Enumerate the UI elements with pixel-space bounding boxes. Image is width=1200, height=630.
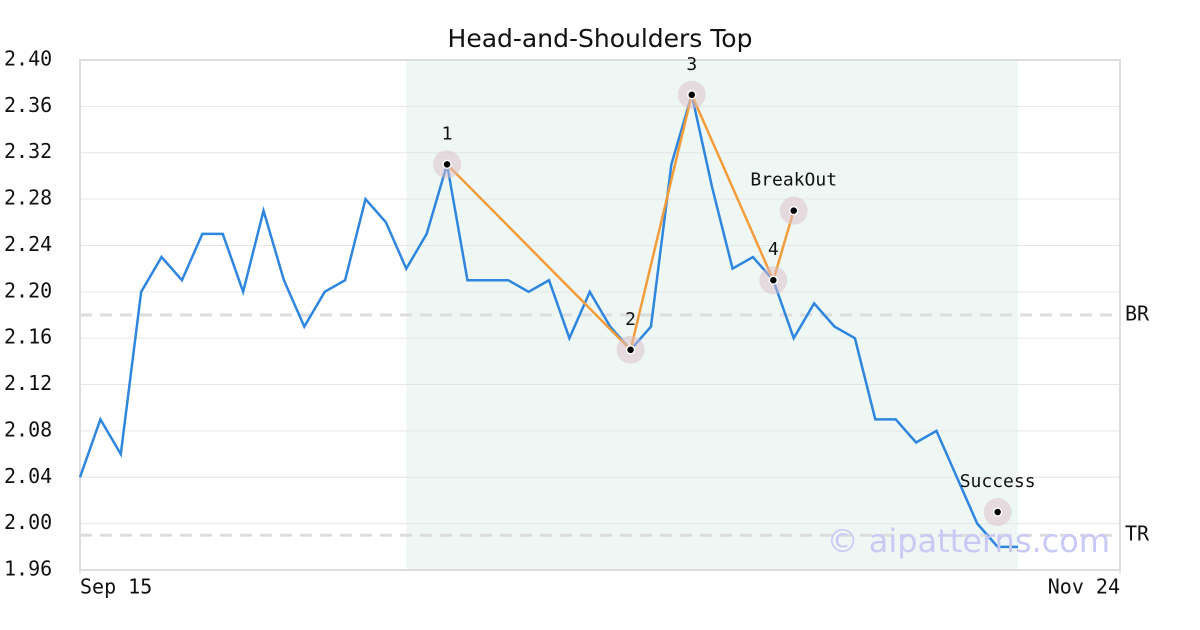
y-tick-label: 2.32 — [4, 139, 52, 163]
y-tick-label: 2.04 — [4, 464, 52, 488]
y-tick-label: 2.24 — [4, 232, 52, 256]
y-tick-label: 2.16 — [4, 325, 52, 349]
pivot-label: Success — [960, 471, 1036, 492]
pivot-dot — [788, 205, 799, 216]
y-tick-label: 2.28 — [4, 186, 52, 210]
y-tick-label: 2.12 — [4, 371, 52, 395]
y-tick-label: 1.96 — [4, 557, 52, 581]
reference-label: BR — [1125, 302, 1150, 326]
pivot-dot — [442, 159, 452, 170]
pivot-label: 2 — [625, 309, 636, 330]
y-tick-label: 2.00 — [4, 510, 52, 534]
pivot-label: 4 — [768, 239, 779, 260]
x-tick-label: Nov 24 — [1048, 575, 1120, 599]
price-line — [78, 94, 1019, 549]
pivot-dot — [687, 90, 697, 100]
x-tick-label: Sep 15 — [80, 575, 152, 599]
pivot-dot — [992, 507, 1003, 517]
pivot-dot — [768, 275, 779, 285]
pivot-dot — [625, 345, 636, 355]
pivot-label: 1 — [442, 123, 453, 144]
watermark: © aipatterns.com — [827, 522, 1110, 560]
chart-title: Head-and-Shoulders Top — [448, 24, 753, 53]
y-tick-label: 2.20 — [4, 278, 52, 302]
reference-label: TR — [1125, 522, 1150, 546]
y-tick-label: 2.40 — [4, 47, 52, 71]
pivot-label: 3 — [686, 54, 697, 75]
y-tick-label: 2.08 — [4, 417, 52, 441]
y-tick-label: 2.36 — [4, 93, 52, 117]
pivot-label: BreakOut — [750, 170, 837, 191]
